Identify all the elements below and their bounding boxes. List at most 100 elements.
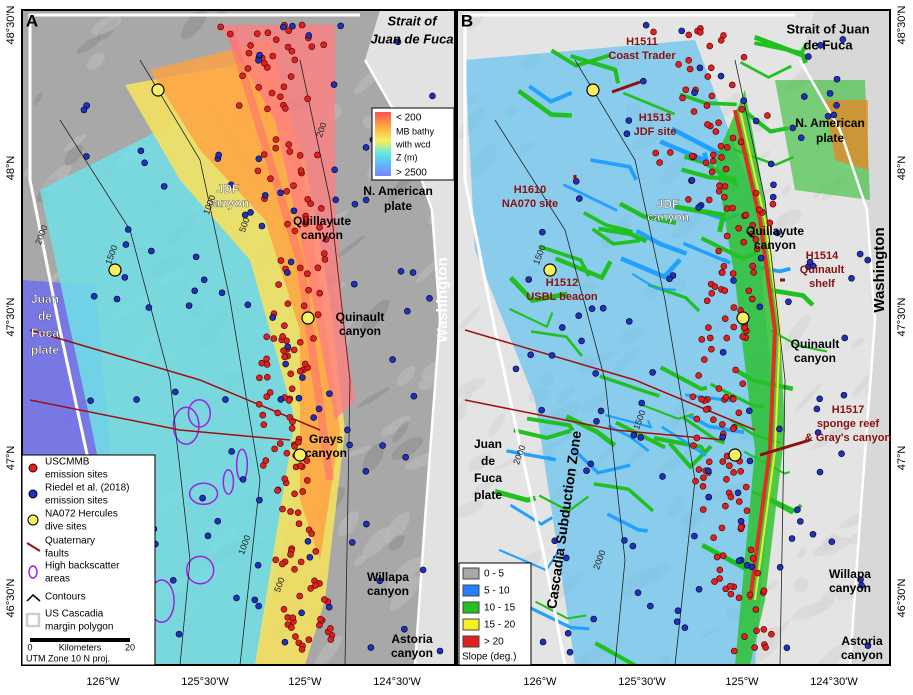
emission-site <box>696 29 704 36</box>
riedel-site <box>394 38 402 46</box>
emission-site <box>260 421 268 428</box>
place-label: Astoria <box>391 632 433 646</box>
relief <box>386 556 423 592</box>
relief <box>380 415 411 437</box>
emission-site <box>726 462 733 470</box>
slope-band <box>508 275 568 304</box>
riedel-site <box>814 429 822 436</box>
relief <box>334 235 366 260</box>
riedel-site <box>770 181 777 189</box>
riedel-site <box>512 365 520 373</box>
relief <box>457 500 484 519</box>
emission-site <box>297 462 304 469</box>
emission-site <box>720 263 728 270</box>
emission-site <box>288 624 295 631</box>
emission-site <box>706 334 714 342</box>
emission-site <box>287 370 295 378</box>
slope-band <box>570 54 621 84</box>
arrow <box>759 438 811 457</box>
scale-label: Kilometers <box>59 642 102 652</box>
panel-letter: B <box>461 11 473 30</box>
emission-site <box>296 367 304 375</box>
dive-site <box>108 263 122 277</box>
emission-site <box>284 43 292 51</box>
emission-site <box>730 469 737 476</box>
riedel-site <box>839 36 847 43</box>
riedel-site <box>623 130 631 138</box>
riedel-site <box>426 295 433 302</box>
emission-site <box>307 200 314 207</box>
contour <box>139 59 261 665</box>
riedel-site <box>735 557 743 565</box>
emission-site <box>290 182 297 189</box>
slope-band <box>620 256 682 280</box>
legend-icon <box>27 514 39 526</box>
riedel-site <box>298 609 305 617</box>
place-label: N. American <box>363 184 433 198</box>
dive-label: Coast Trader <box>608 50 676 62</box>
legend-label: emission sites <box>45 496 108 507</box>
emission-site <box>291 56 299 64</box>
riedel-site <box>564 629 572 637</box>
scale-label: 0 <box>27 642 32 652</box>
riedel-site <box>828 538 836 545</box>
place-label: Washington <box>434 257 451 342</box>
riedel-site <box>90 292 98 300</box>
emission-site <box>718 269 726 276</box>
emission-site <box>689 393 697 401</box>
riedel-site <box>578 337 585 345</box>
place-label: canyon <box>301 228 343 242</box>
emission-site <box>715 247 722 255</box>
emission-site <box>723 205 731 212</box>
emission-site <box>292 633 299 640</box>
legend-label: Quaternary <box>45 536 95 547</box>
slope-band <box>599 374 660 398</box>
riedel-site <box>640 77 647 85</box>
riedel-site <box>200 276 208 284</box>
emission-site <box>217 23 224 31</box>
riedel-site <box>562 554 570 562</box>
emission-site <box>741 324 748 331</box>
riedel-site <box>348 539 356 546</box>
legend-icon <box>26 542 41 552</box>
emission-site <box>708 168 716 176</box>
slope-band <box>517 89 572 118</box>
emission-site <box>296 339 304 346</box>
emission-site <box>275 281 282 288</box>
place-label: Strait of Juan <box>786 21 869 36</box>
emission-site <box>277 93 284 101</box>
emission-site <box>748 295 756 303</box>
riedel-site <box>175 630 183 638</box>
emission-site <box>712 128 720 135</box>
emission-site <box>723 144 731 151</box>
riedel-site <box>785 298 792 306</box>
emission-site <box>730 647 738 655</box>
emission-site <box>316 289 324 297</box>
emission-site <box>685 31 693 39</box>
riedel-site <box>436 647 444 655</box>
slope-band <box>653 436 706 453</box>
riedel-site <box>817 42 824 49</box>
emission-site <box>739 333 747 340</box>
contour-label: 500 <box>237 216 252 234</box>
emission-site <box>703 102 711 109</box>
emission-site <box>721 183 729 190</box>
colorbar <box>375 112 391 176</box>
place-label: JDF <box>657 197 680 211</box>
legend-icon <box>462 618 480 631</box>
riedel-site <box>330 81 338 88</box>
emission-site <box>699 483 707 490</box>
slope-low <box>465 40 775 665</box>
emission-site <box>760 626 768 633</box>
riedel-site <box>719 433 726 441</box>
emission-site <box>700 356 708 363</box>
place-label: Fuca <box>474 471 502 485</box>
emission-site <box>729 270 737 277</box>
riedel-site <box>705 467 712 475</box>
panel-b <box>457 10 890 665</box>
emission-site <box>261 59 268 67</box>
emission-site <box>322 235 330 243</box>
emission-site <box>280 606 288 613</box>
dive-label: H1513 <box>639 112 671 124</box>
riedel-site <box>124 226 132 233</box>
